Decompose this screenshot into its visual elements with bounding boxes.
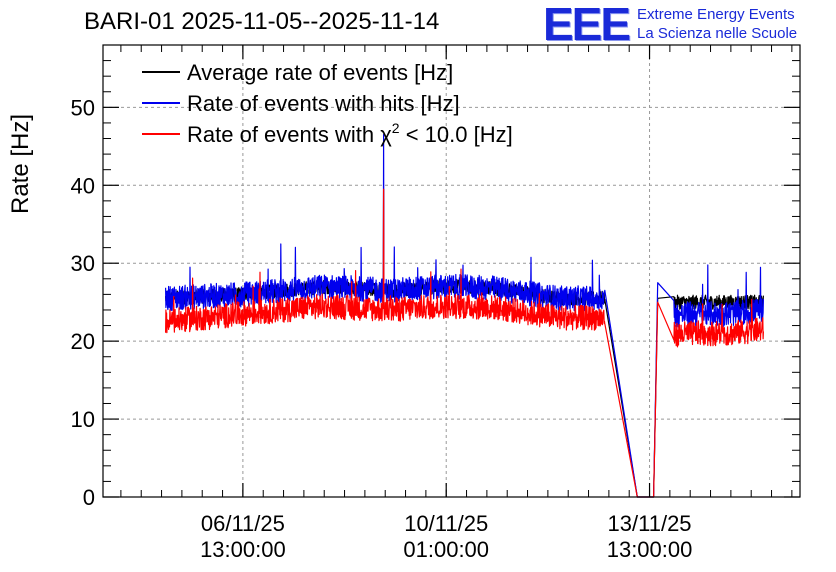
- y-axis: 0 10 20 30 40 50: [71, 60, 800, 510]
- x-axis: 06/11/2513:00:0010/11/2501:00:0013/11/25…: [120, 45, 793, 562]
- legend-chi2-prefix: Rate of events with: [187, 122, 380, 147]
- series-line-chi2: [165, 188, 764, 498]
- x-tick-label-time-0: 13:00:00: [200, 537, 286, 562]
- legend-chi2-suffix: < 10.0 [Hz]: [400, 122, 513, 147]
- plot-frame: [102, 44, 801, 498]
- x-tick-label-date-2: 13/11/25: [608, 511, 692, 536]
- logo-line-1: Extreme Energy Events: [637, 6, 795, 23]
- legend-chi2-symbol: χ: [380, 122, 392, 147]
- legend-label-chi2: Rate of events with χ2 < 10.0 [Hz]: [187, 120, 513, 147]
- legend-label-avg: Average rate of events [Hz]: [187, 60, 453, 85]
- legend-label-hits: Rate of events with hits [Hz]: [187, 91, 460, 116]
- legend-chi2-sup: 2: [392, 120, 400, 136]
- y-tick-label-40: 40: [71, 173, 95, 198]
- y-tick-label-10: 10: [71, 407, 95, 432]
- y-axis-label: Rate [Hz]: [7, 114, 34, 214]
- x-tick-label-date-1: 10/11/25: [404, 511, 488, 536]
- logo-line-2: La Scienza nelle Scuole: [637, 25, 798, 42]
- x-tick-label-time-1: 01:00:00: [403, 537, 489, 562]
- series-layer: [165, 134, 764, 498]
- grid-lines: [103, 45, 800, 497]
- y-tick-label-20: 20: [71, 329, 95, 354]
- series-line-avg: [165, 188, 764, 498]
- eee-logo: EEE Extreme Energy Events La Scienza nel…: [543, 0, 797, 50]
- y-tick-label-0: 0: [83, 485, 95, 510]
- x-tick-label-date-0: 06/11/25: [201, 511, 285, 536]
- chart-title: BARI-01 2025-11-05--2025-11-14: [84, 8, 440, 35]
- y-tick-label-50: 50: [71, 95, 95, 120]
- legend: Average rate of events [Hz] Rate of even…: [142, 60, 513, 147]
- logo-letters: EEE: [543, 0, 631, 50]
- x-tick-label-time-2: 13:00:00: [607, 537, 693, 562]
- y-tick-label-30: 30: [71, 251, 95, 276]
- logo-subtitle: Extreme Energy Events La Scienza nelle S…: [637, 5, 797, 43]
